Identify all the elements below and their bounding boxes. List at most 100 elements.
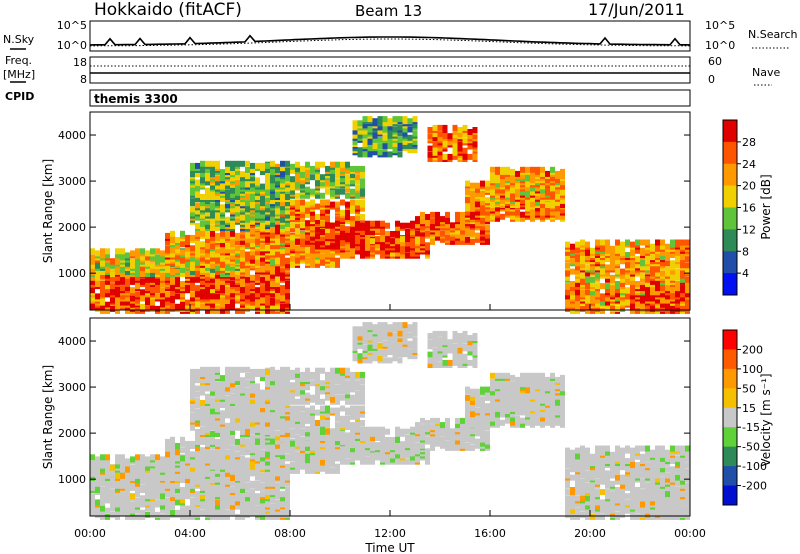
colorbar-swatch [723,273,737,296]
power-cell [500,213,505,220]
power-cell [352,120,358,127]
power-cell [455,216,460,223]
power-cell [505,189,510,196]
power-cell [235,198,240,205]
power-cell [260,295,265,302]
power-cell [135,252,140,259]
power-cell [280,160,285,167]
power-cell [515,202,520,208]
velocity-cell [225,495,230,502]
power-cell [265,196,270,202]
power-cell [215,175,220,182]
power-cell [660,301,665,308]
power-cell [145,266,150,273]
velocity-cell [100,458,105,465]
power-cell [370,220,375,227]
power-cell [480,191,485,197]
velocity-cell [155,493,160,500]
power-cell [240,259,245,266]
power-cell [685,276,690,283]
velocity-cell [185,505,190,512]
power-cell [280,289,285,296]
velocity-cell [130,468,135,475]
power-cell [320,192,325,199]
velocity-cell [205,497,210,504]
velocity-cell [190,451,195,458]
power-cell [260,162,265,169]
power-cell [367,116,373,123]
power-cell [155,254,160,261]
power-cell [685,301,690,308]
velocity-cell [210,497,215,504]
power-cell [605,243,610,250]
power-cell [230,206,235,213]
power-cell [280,165,285,171]
power-cell [165,245,170,252]
power-cell [545,202,550,208]
power-cell [355,178,360,185]
power-cell [580,305,585,312]
velocity-cell [135,464,140,471]
power-cell [155,293,160,300]
velocity-cell [130,507,135,514]
power-cell [345,252,350,259]
power-cell [235,179,240,186]
power-cell [335,257,340,264]
power-cell [400,222,405,229]
velocity-cell [155,475,160,481]
power-cell [315,243,320,250]
power-cell [575,305,580,312]
velocity-cell [145,456,150,463]
colorbar-swatch [723,120,737,143]
power-cell [240,266,245,273]
power-cell [295,222,300,229]
power-cell [240,285,245,292]
power-cell [560,179,565,186]
power-cell [255,238,260,245]
velocity-cell [225,503,230,510]
power-cell [427,156,433,162]
power-cell [200,303,205,310]
velocity-cell [100,505,105,512]
power-cell [410,238,415,245]
power-cell [200,212,205,219]
power-cell [655,285,660,292]
power-cell [150,248,155,255]
power-cell [215,179,220,186]
power-cell [565,289,570,296]
power-cell [310,165,315,172]
velocity-cell [135,513,140,520]
power-cell [275,179,280,186]
power-cell [300,165,305,172]
power-cell [205,179,210,186]
power-cell [685,262,690,269]
power-cell [680,305,685,312]
power-cell [670,305,675,312]
power-cell [440,230,445,237]
power-cell [380,248,385,255]
power-cell [195,191,200,198]
velocity-cell [100,478,105,485]
power-cell [315,257,320,264]
power-cell [405,252,410,259]
velocity-cell [160,493,165,500]
power-cell [367,126,373,133]
power-cell [265,253,270,260]
power-cell [625,287,630,294]
power-cell [305,161,310,168]
power-cell [200,230,205,237]
power-cell [170,237,175,243]
velocity-cell [215,482,220,489]
power-cell [230,218,235,225]
velocity-cell [180,497,185,504]
power-cell [155,305,160,312]
velocity-cell [245,499,250,506]
power-cell [575,254,580,261]
power-cell [270,281,275,287]
power-cell [387,138,393,145]
colorbar-swatch [723,229,737,252]
velocity-cell [135,472,140,479]
power-cell [645,305,650,312]
power-cell [195,179,200,186]
velocity-cell [210,477,215,484]
